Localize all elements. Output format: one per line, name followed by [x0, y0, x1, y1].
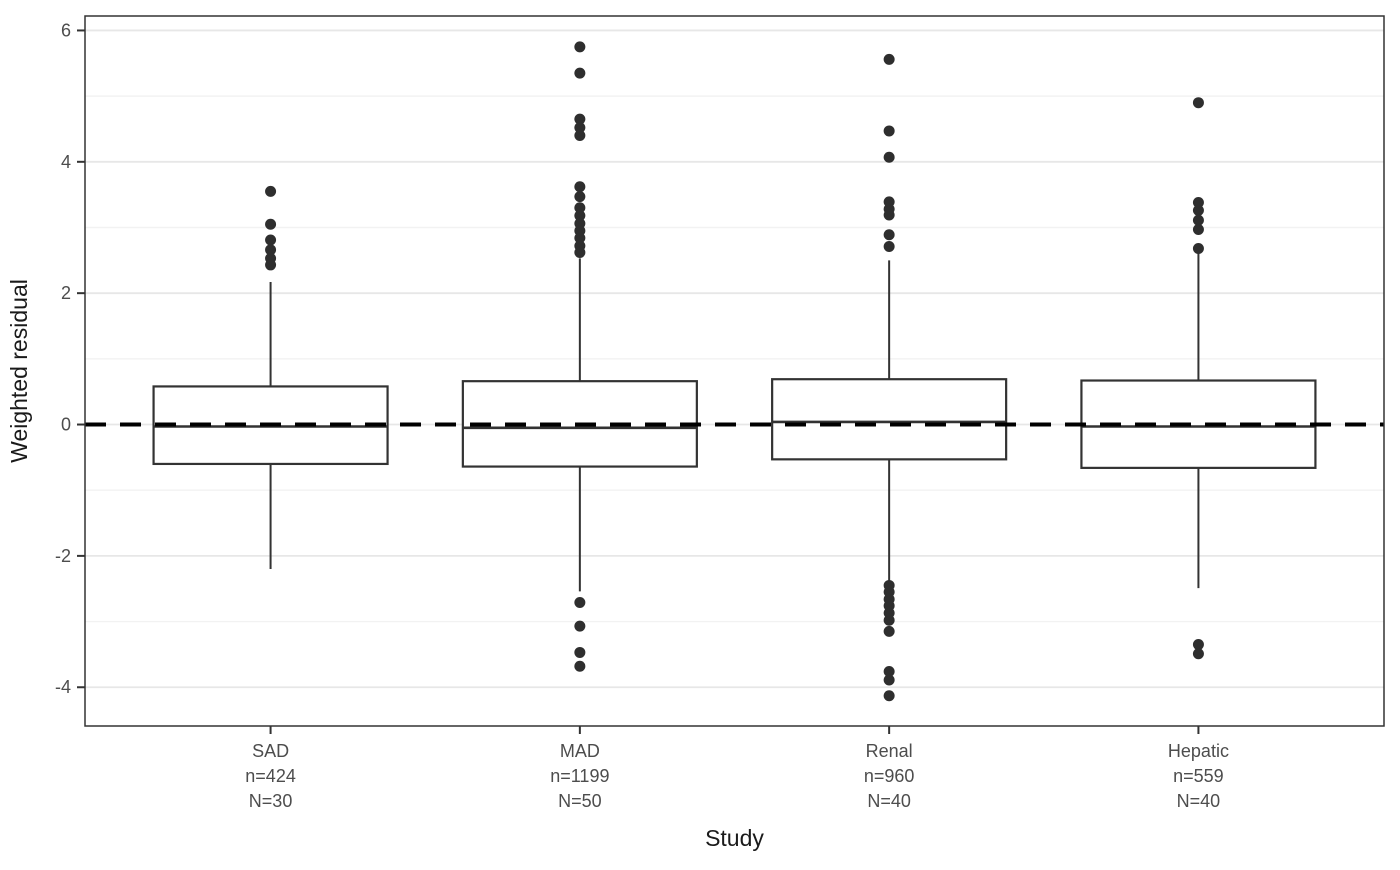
outlier-point: [883, 209, 895, 221]
boxplots: [152, 41, 1317, 702]
y-tick-label: 2: [61, 283, 71, 303]
outlier-point: [1192, 97, 1204, 109]
y-tick-label: -4: [55, 677, 71, 697]
outlier-point: [883, 674, 895, 686]
iqr-box: [771, 378, 1008, 461]
outlier-point: [574, 202, 586, 214]
minor-gridlines: [85, 95, 1384, 623]
outlier-point: [1192, 197, 1204, 209]
outlier-point: [883, 229, 895, 241]
outlier-point: [574, 130, 586, 142]
outlier-point: [574, 122, 586, 134]
outlier-point: [1192, 204, 1204, 216]
outlier-point: [574, 660, 586, 672]
boxplot-mad: [461, 41, 698, 672]
outlier-point: [574, 181, 586, 193]
x-category-label: Renal n=960 N=40: [864, 741, 915, 811]
outlier-point: [265, 259, 277, 271]
outlier-point: [883, 151, 895, 163]
y-tick-label: -2: [55, 546, 71, 566]
y-tick-label: 4: [61, 152, 71, 172]
outlier-point: [574, 620, 586, 632]
y-tick-label: 6: [61, 20, 71, 40]
outlier-point: [574, 113, 586, 125]
outlier-point: [1192, 243, 1204, 255]
outlier-point: [574, 41, 586, 53]
outlier-point: [1192, 214, 1204, 226]
outlier-point: [1192, 223, 1204, 235]
outlier-point: [574, 646, 586, 658]
outlier-point: [883, 53, 895, 65]
boxplot-sad: [152, 185, 389, 570]
outlier-point: [574, 232, 586, 244]
outlier-point: [265, 218, 277, 230]
outlier-point: [883, 665, 895, 677]
outlier-point: [883, 690, 895, 702]
outlier-point: [574, 597, 586, 609]
outlier-point: [265, 244, 277, 256]
outlier-point: [1192, 639, 1204, 651]
x-category-label: MAD n=1199 N=50: [550, 741, 609, 811]
outlier-point: [883, 241, 895, 253]
outlier-point: [265, 185, 277, 197]
panel-border: [84, 15, 1385, 727]
y-axis-title: Weighted residual: [6, 279, 32, 463]
x-category-label: Hepatic n=559 N=40: [1168, 741, 1229, 811]
outlier-point: [265, 234, 277, 246]
outlier-point: [574, 191, 586, 203]
outlier-point: [1192, 648, 1204, 660]
outlier-point: [883, 625, 895, 637]
boxplot-hepatic: [1080, 97, 1317, 660]
outlier-point: [883, 614, 895, 626]
boxplot-renal: [771, 53, 1008, 702]
outlier-point: [574, 246, 586, 258]
y-axis: 6 4 2 0 -2 -4: [55, 20, 85, 697]
outlier-point: [574, 210, 586, 222]
x-category-label: SAD n=424 N=30: [245, 741, 296, 811]
x-axis-title: Study: [705, 825, 764, 851]
y-tick-label: 0: [61, 415, 71, 435]
x-axis: SAD n=424 N=30 MAD n=1199 N=50 Renal n=960 N=40 H…: [245, 726, 1229, 811]
outlier-point: [883, 125, 895, 137]
outlier-point: [574, 67, 586, 79]
